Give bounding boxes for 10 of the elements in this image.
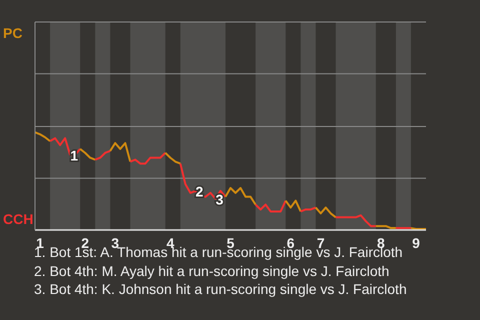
- x-tick-label: 6: [286, 234, 295, 251]
- text: CCH: [3, 211, 34, 227]
- text: 2. Bot 4th: M. Ayaly hit a run-scoring single vs J. Faircloth: [34, 262, 390, 280]
- x-tick-label: 9: [412, 234, 420, 251]
- x-tick-label: 2: [81, 234, 90, 251]
- x-tick-label: 5: [226, 234, 235, 251]
- x-tick-label: 7: [316, 234, 325, 251]
- annotation: 3: [216, 191, 224, 208]
- text: 3. Bot 4th: K. Johnson hit a run-scoring single vs J. Faircloth: [34, 280, 407, 298]
- text: PC: [3, 25, 22, 41]
